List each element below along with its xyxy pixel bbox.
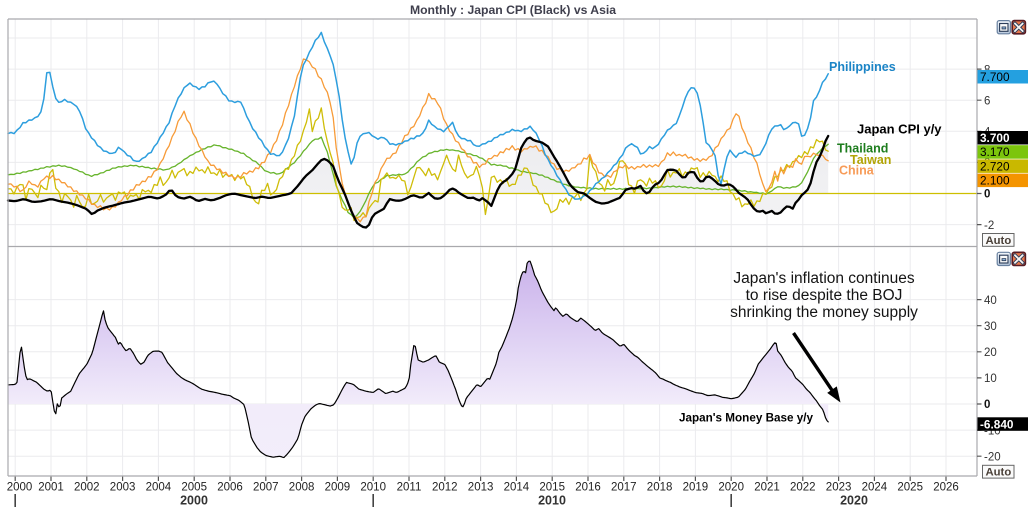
svg-text:to rise despite the BOJ: to rise despite the BOJ	[746, 287, 903, 304]
svg-text:2014: 2014	[504, 482, 530, 494]
svg-text:-6.840: -6.840	[980, 417, 1014, 431]
svg-text:40: 40	[984, 295, 997, 307]
svg-text:2024: 2024	[862, 482, 888, 494]
svg-text:Auto: Auto	[986, 467, 1012, 479]
svg-text:2026: 2026	[933, 482, 959, 494]
svg-text:2018: 2018	[647, 482, 673, 494]
svg-text:2007: 2007	[253, 482, 279, 494]
svg-text:3.170: 3.170	[980, 145, 1010, 159]
svg-text:0: 0	[984, 189, 990, 201]
svg-text:20: 20	[984, 347, 997, 359]
svg-text:10: 10	[984, 373, 997, 385]
svg-text:2.720: 2.720	[980, 159, 1010, 173]
svg-text:-2: -2	[984, 220, 994, 232]
svg-text:6: 6	[984, 95, 990, 107]
svg-text:2020: 2020	[840, 494, 868, 508]
svg-text:2021: 2021	[754, 482, 780, 494]
svg-text:2004: 2004	[146, 482, 172, 494]
svg-text:2016: 2016	[575, 482, 601, 494]
svg-text:2009: 2009	[325, 482, 351, 494]
svg-text:Japan CPI y/y: Japan CPI y/y	[857, 122, 942, 137]
svg-text:2010: 2010	[538, 494, 566, 508]
svg-text:Auto: Auto	[986, 235, 1012, 247]
svg-text:2000: 2000	[7, 482, 33, 494]
svg-text:30: 30	[984, 321, 997, 333]
svg-text:2005: 2005	[181, 482, 207, 494]
svg-text:Japan's inflation continues: Japan's inflation continues	[733, 270, 915, 287]
svg-text:2.100: 2.100	[980, 174, 1010, 188]
svg-text:2015: 2015	[539, 482, 565, 494]
svg-text:2008: 2008	[289, 482, 315, 494]
svg-text:7.700: 7.700	[980, 70, 1010, 84]
svg-text:3.700: 3.700	[980, 131, 1010, 145]
svg-text:2017: 2017	[611, 482, 637, 494]
svg-text:2012: 2012	[432, 482, 458, 494]
svg-text:2010: 2010	[360, 482, 386, 494]
svg-text:2001: 2001	[38, 482, 64, 494]
svg-text:2023: 2023	[826, 482, 852, 494]
svg-text:2022: 2022	[790, 482, 816, 494]
svg-text:0: 0	[984, 399, 990, 411]
svg-text:2019: 2019	[683, 482, 709, 494]
svg-text:Monthly : Japan CPI (Black) vs: Monthly : Japan CPI (Black) vs Asia	[410, 3, 616, 17]
svg-text:China: China	[839, 164, 875, 178]
svg-text:2006: 2006	[217, 482, 243, 494]
svg-text:2003: 2003	[110, 482, 136, 494]
svg-text:shrinking the money supply: shrinking the money supply	[730, 304, 918, 321]
svg-text:Philippines: Philippines	[829, 60, 896, 74]
svg-text:2011: 2011	[397, 482, 422, 494]
svg-text:2020: 2020	[718, 482, 744, 494]
svg-text:2025: 2025	[897, 482, 923, 494]
svg-text:2013: 2013	[468, 482, 494, 494]
svg-text:-20: -20	[984, 451, 1001, 463]
svg-text:2000: 2000	[180, 494, 208, 508]
svg-text:Japan's Money Base y/y: Japan's Money Base y/y	[679, 412, 814, 425]
svg-text:2002: 2002	[74, 482, 100, 494]
